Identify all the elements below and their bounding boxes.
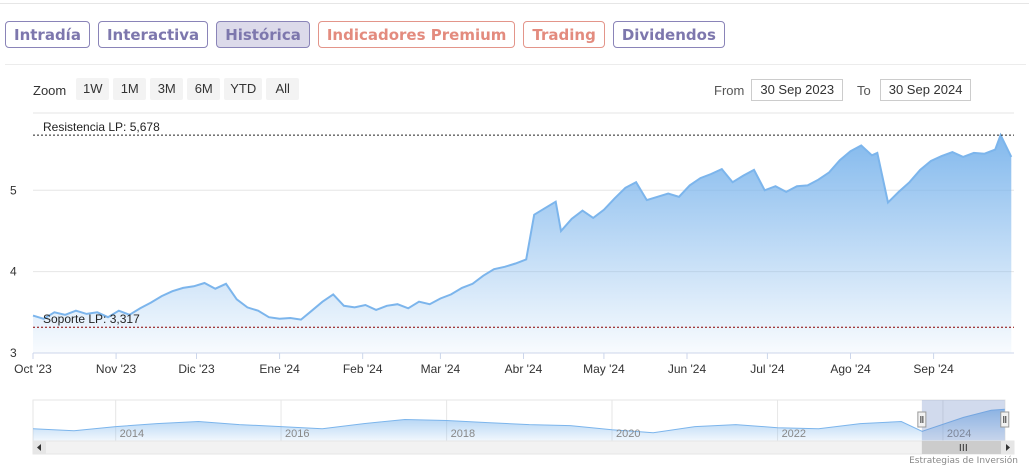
- tab-indicadores-premium[interactable]: Indicadores Premium: [317, 21, 516, 48]
- zoom-all-button[interactable]: All: [266, 78, 300, 100]
- zoom-label: Zoom: [33, 82, 67, 98]
- y-tick-label: 3: [10, 346, 17, 360]
- credits: Estrategias de Inversión: [909, 456, 1018, 466]
- navigator-right-handle[interactable]: [1000, 411, 1010, 428]
- x-tick-label: Ago '24: [830, 362, 871, 376]
- range-to: To 30 Sep 2024: [857, 79, 972, 101]
- navigator-year-label: 2016: [285, 428, 309, 440]
- zoom-bar: Zoom 1W 1M 3M 6M YTD All: [33, 78, 300, 100]
- from-label: From: [714, 82, 745, 98]
- to-date-input[interactable]: 30 Sep 2024: [879, 79, 972, 101]
- zoom-1w-button[interactable]: 1W: [76, 78, 110, 100]
- zoom-1m-button[interactable]: 1M: [113, 78, 147, 100]
- x-tick-label: Nov '23: [96, 362, 137, 376]
- x-tick-label: May '24: [583, 362, 625, 376]
- x-tick-label: Jul '24: [750, 362, 785, 376]
- navigator-selection[interactable]: [921, 400, 1005, 441]
- chart-frame: [5, 64, 1026, 471]
- price-series-line: [32, 132, 1013, 321]
- x-tick-label: Abr '24: [505, 362, 543, 376]
- scroll-left-arrow-icon: [37, 444, 41, 451]
- x-tick-label: Mar '24: [421, 362, 461, 376]
- top-divider: [0, 3, 1029, 4]
- y-tick-label: 4: [10, 265, 17, 279]
- range-from: From 30 Sep 2023: [714, 79, 844, 101]
- resistance-label: Resistencia LP: 5,678: [43, 120, 160, 134]
- tab-dividendos[interactable]: Dividendos: [612, 21, 725, 48]
- navigator-year-label: 2024: [947, 428, 971, 440]
- from-date-input[interactable]: 30 Sep 2023: [751, 79, 844, 101]
- navigator-left-handle[interactable]: [917, 411, 927, 428]
- support-label: Soporte LP: 3,317: [43, 312, 140, 326]
- x-tick-label: Dic '23: [178, 362, 215, 376]
- x-tick-label: Feb '24: [343, 362, 383, 376]
- y-tick-label: 5: [10, 183, 17, 197]
- zoom-6m-button[interactable]: 6M: [187, 78, 221, 100]
- navigator-area: [33, 409, 1005, 441]
- x-tick-label: Jun '24: [668, 362, 707, 376]
- to-label: To: [857, 82, 871, 98]
- x-tick-label: Oct '23: [14, 362, 52, 376]
- tab-trading[interactable]: Trading: [523, 21, 605, 48]
- navigator-year-label: 2018: [451, 428, 475, 440]
- price-area-fill: [33, 135, 1012, 353]
- tab-intradia[interactable]: Intradía: [5, 21, 90, 48]
- x-tick-label: Ene '24: [259, 362, 300, 376]
- navigator-year-label: 2022: [782, 428, 806, 440]
- zoom-3m-button[interactable]: 3M: [150, 78, 184, 100]
- tab-historica[interactable]: Histórica: [216, 21, 310, 48]
- tab-interactiva[interactable]: Interactiva: [97, 21, 209, 48]
- x-tick-label: Sep '24: [913, 362, 954, 376]
- navigator-line: [32, 408, 1005, 434]
- scrollbar-track[interactable]: [32, 440, 1015, 455]
- navigator-year-label: 2020: [616, 428, 640, 440]
- navigator-year-label: 2014: [120, 428, 144, 440]
- zoom-ytd-button[interactable]: YTD: [224, 78, 263, 100]
- scroll-right-arrow-icon: [1006, 444, 1010, 451]
- chart-tabs: Intradía Interactiva Histórica Indicadores …: [5, 21, 725, 48]
